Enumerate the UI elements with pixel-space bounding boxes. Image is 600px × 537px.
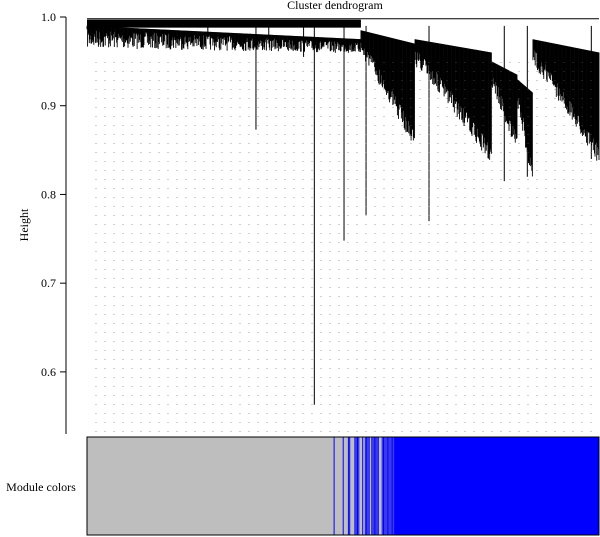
y-axis-label: Height (17, 208, 31, 241)
dendrogram-branches (86, 18, 600, 405)
module-segment-blue (394, 437, 599, 535)
dense-branch-band (87, 19, 361, 28)
module-colors-strip (86, 436, 600, 536)
y-axis: 0.6 0.7 0.8 0.9 1.0 (41, 10, 67, 434)
chart-title: Cluster dendrogram (287, 0, 383, 12)
y-tick-label: 1.0 (41, 10, 56, 24)
y-tick-label: 0.9 (41, 99, 56, 113)
module-colors-label: Module colors (6, 480, 76, 494)
y-tick-label: 0.6 (41, 365, 56, 379)
module-strip-border (86, 436, 600, 536)
y-tick-label: 0.7 (41, 276, 56, 290)
y-tick-label: 0.8 (41, 187, 56, 201)
